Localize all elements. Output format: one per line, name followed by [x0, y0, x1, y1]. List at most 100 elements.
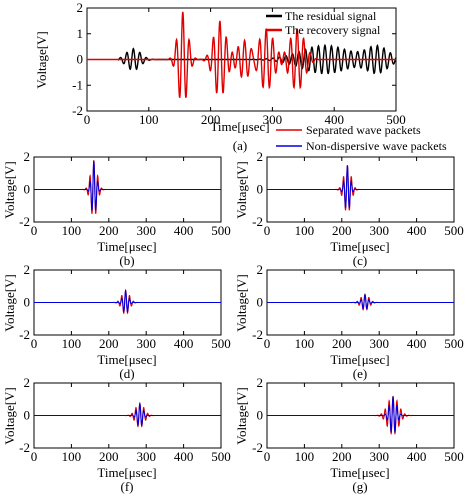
x-tick-label: 100 [62, 449, 82, 464]
y-tick-label: 0 [257, 295, 264, 310]
y-tick-label: -2 [252, 214, 263, 229]
y-axis-label: Voltage[V] [34, 31, 49, 89]
y-tick-label: 2 [77, 0, 84, 15]
x-tick-label: 300 [369, 449, 389, 464]
y-tick-label: 1 [77, 26, 84, 41]
x-tick-label: 500 [386, 112, 406, 127]
chart-panel-c: 0 100 200 300 400 50020-2Time[μsec]Voltage[V]… [234, 149, 464, 268]
x-axis-label: Time[μsec] [97, 352, 156, 367]
x-tick-label: 400 [174, 336, 194, 351]
y-tick-label: 2 [257, 375, 264, 390]
x-tick-label: 500 [211, 449, 231, 464]
panel-caption: (d) [119, 366, 134, 381]
x-tick-label: 0 [264, 449, 271, 464]
x-tick-label: 200 [332, 449, 352, 464]
y-tick-label: -2 [252, 440, 263, 455]
y-tick-label: 2 [24, 262, 31, 277]
x-tick-label: 300 [263, 112, 283, 127]
y-axis-label: Voltage[V] [234, 161, 249, 219]
chart-panel-f: 0 100 200 300 400 50020-2Time[μsec]Voltage[V]… [2, 375, 231, 494]
series-line-b [267, 165, 454, 208]
y-axis-label: Voltage[V] [2, 274, 17, 332]
y-tick-label: -2 [19, 440, 30, 455]
series-line-b [34, 160, 221, 211]
y-tick-label: -1 [72, 77, 83, 92]
x-tick-label: 300 [369, 336, 389, 351]
y-axis-label: Voltage[V] [234, 387, 249, 445]
x-tick-label: 0 [264, 223, 271, 238]
x-tick-label: 500 [444, 336, 464, 351]
x-tick-label: 100 [295, 336, 315, 351]
y-tick-label: 2 [257, 262, 264, 277]
x-tick-label: 500 [211, 336, 231, 351]
x-axis-label: Time[μsec] [330, 465, 389, 480]
chart-panel-d: 0 100 200 300 400 50020-2Time[μsec]Voltage[V]… [2, 262, 231, 381]
panel-caption: (f) [121, 479, 134, 494]
x-tick-label: 200 [99, 449, 119, 464]
chart-panel-a: 0 100 200 300 400 500 2 1 0 -1 -2 Time[μsec] Voltage… [34, 0, 406, 153]
series-line-a [34, 401, 221, 428]
series-line-b [34, 402, 221, 427]
y-tick-label: -2 [72, 103, 83, 118]
panel-caption: (c) [353, 253, 367, 268]
legend-label: The residual signal [285, 9, 377, 23]
x-axis-label: Time[μsec] [97, 239, 156, 254]
y-tick-label: 2 [24, 149, 31, 164]
x-tick-label: 300 [369, 223, 389, 238]
x-tick-label: 0 [84, 112, 91, 127]
x-tick-label: 100 [139, 112, 159, 127]
series-line-a [34, 160, 221, 214]
x-tick-label: 500 [211, 223, 231, 238]
y-tick-label: -2 [19, 327, 30, 342]
panel-caption: (b) [119, 253, 134, 268]
x-tick-label: 200 [201, 112, 221, 127]
y-axis-label: Voltage[V] [2, 387, 17, 445]
series-line-b [34, 289, 221, 313]
x-tick-label: 400 [407, 449, 427, 464]
series-line-a [267, 395, 454, 435]
y-tick-label: 2 [257, 149, 264, 164]
x-tick-label: 100 [295, 223, 315, 238]
x-axis-label: Time[μsec] [210, 119, 269, 134]
x-axis-label: Time[μsec] [330, 239, 389, 254]
x-tick-label: 500 [444, 449, 464, 464]
y-tick-label: 0 [24, 182, 31, 197]
x-tick-label: 0 [31, 449, 38, 464]
panel-caption: (g) [352, 479, 367, 494]
x-axis-label: Time[μsec] [330, 352, 389, 367]
x-tick-label: 100 [295, 449, 315, 464]
x-tick-label: 400 [407, 336, 427, 351]
x-tick-label: 100 [62, 336, 82, 351]
x-tick-label: 400 [324, 112, 344, 127]
x-axis-label: Time[μsec] [97, 465, 156, 480]
x-tick-label: 200 [99, 223, 119, 238]
x-tick-label: 200 [332, 336, 352, 351]
x-tick-label: 500 [444, 223, 464, 238]
y-tick-label: -2 [19, 214, 30, 229]
y-tick-label: 0 [77, 52, 84, 67]
x-tick-label: 400 [174, 223, 194, 238]
series-line-b [87, 11, 396, 98]
series-line-b [267, 293, 454, 310]
legend-label: The recovery signal [285, 23, 381, 37]
y-tick-label: -2 [252, 327, 263, 342]
x-tick-label: 0 [264, 336, 271, 351]
x-tick-label: 100 [62, 223, 82, 238]
x-tick-label: 200 [99, 336, 119, 351]
x-tick-label: 400 [407, 223, 427, 238]
y-tick-label: 0 [257, 408, 264, 423]
series-line-b [267, 396, 454, 434]
y-axis-label: Voltage[V] [234, 274, 249, 332]
y-tick-label: 0 [257, 182, 264, 197]
panel-caption: (a) [233, 138, 247, 153]
chart-panel-g: 0 100 200 300 400 50020-2Time[μsec]Voltage[V]… [234, 375, 464, 494]
legend-label: Non-dispersive wave packets [306, 139, 447, 153]
x-tick-label: 0 [31, 336, 38, 351]
series-line-a [267, 165, 454, 211]
y-tick-label: 0 [24, 408, 31, 423]
x-tick-label: 400 [174, 449, 194, 464]
panel-caption: (e) [353, 366, 367, 381]
